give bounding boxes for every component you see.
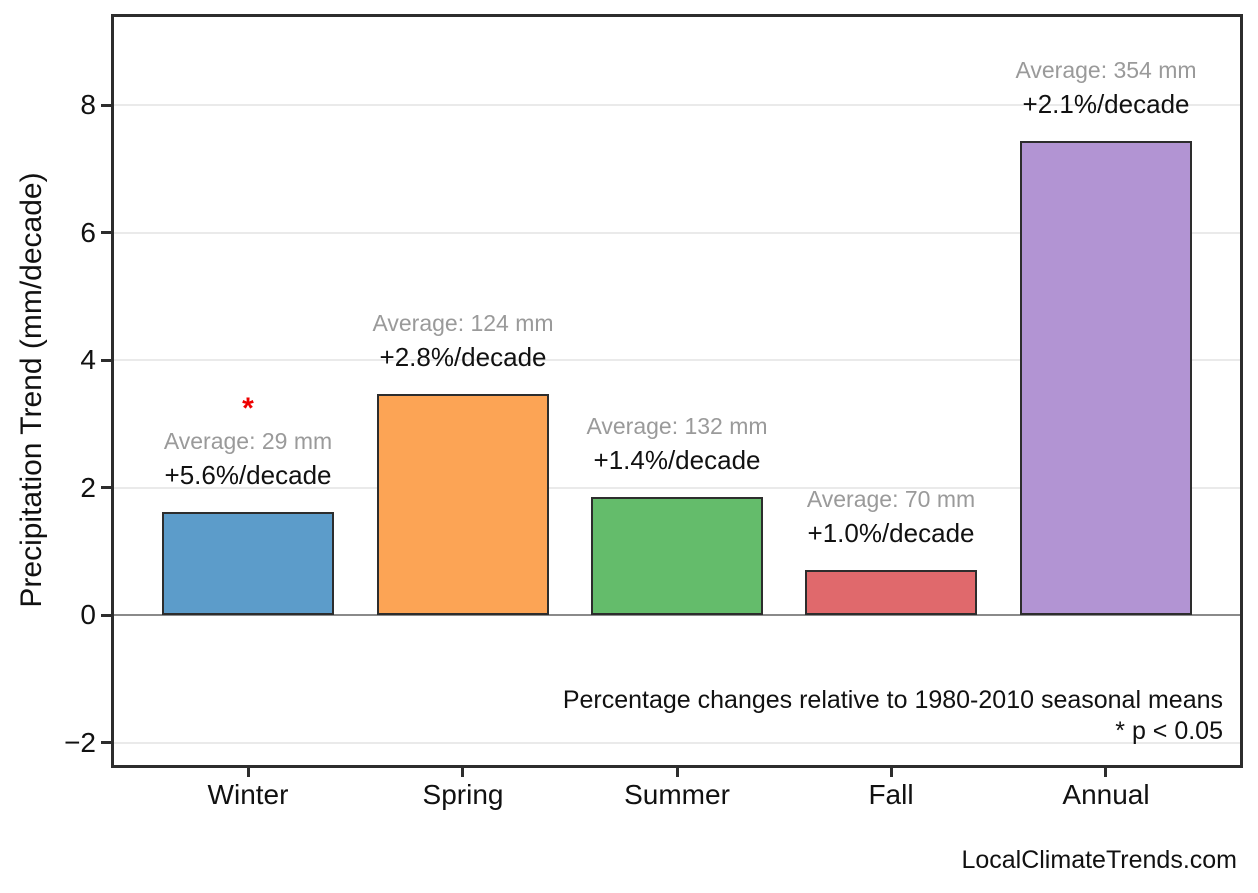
- average-label-winter: Average: 29 mm: [163, 428, 333, 454]
- annotation-summer: Average: 132 mm +1.4%/decade: [507, 409, 847, 477]
- y-tick-label-0: 0: [80, 599, 96, 630]
- note-percentage-baseline: Percentage changes relative to 1980-2010…: [562, 686, 1223, 714]
- average-label-fall: Average: 70 mm: [806, 486, 976, 512]
- annotation-winter: * Average: 29 mm +5.6%/decade: [78, 394, 418, 492]
- y-tick-mark-2: [101, 486, 111, 489]
- note-significance-legend: * p < 0.05: [1115, 717, 1223, 745]
- bar-spring: [377, 394, 549, 615]
- x-tick-label-summer: Summer: [624, 779, 730, 810]
- x-tick-label-spring: Spring: [422, 779, 504, 810]
- gridline--2: [114, 741, 1240, 744]
- zero-gridline: [114, 614, 1240, 617]
- annotation-spring: Average: 124 mm +2.8%/decade: [293, 306, 633, 374]
- average-label-summer: Average: 132 mm: [586, 413, 768, 439]
- x-tick-mark-fall: [890, 768, 893, 777]
- y-tick-label-6: 6: [80, 217, 96, 248]
- bar-annual: [1020, 141, 1192, 615]
- annotation-annual: Average: 354 mm +2.1%/decade: [936, 53, 1258, 121]
- bar-summer: [591, 497, 763, 615]
- trend-label-fall: +1.0%/decade: [807, 518, 975, 548]
- y-tick-label-2: 2: [80, 472, 96, 503]
- x-tick-label-annual: Annual: [1062, 779, 1150, 810]
- y-tick-mark--2: [101, 741, 111, 744]
- significance-marker-winter: *: [242, 392, 254, 425]
- y-tick-label-8: 8: [80, 89, 96, 120]
- trend-label-summer: +1.4%/decade: [593, 445, 761, 475]
- trend-label-annual: +2.1%/decade: [1022, 89, 1190, 119]
- y-tick-mark-6: [101, 231, 111, 234]
- average-label-spring: Average: 124 mm: [372, 310, 554, 336]
- y-tick-mark-8: [101, 104, 111, 107]
- x-tick-mark-summer: [676, 768, 679, 777]
- watermark: LocalClimateTrends.com: [961, 846, 1237, 874]
- x-tick-mark-annual: [1104, 768, 1107, 777]
- trend-label-spring: +2.8%/decade: [379, 342, 547, 372]
- y-tick-mark-4: [101, 359, 111, 362]
- y-tick-label--2: −2: [64, 727, 96, 758]
- x-tick-label-winter: Winter: [207, 779, 289, 810]
- trend-label-winter: +5.6%/decade: [164, 460, 332, 490]
- bar-winter: [162, 512, 334, 615]
- gridline-4: [114, 359, 1240, 362]
- gridline-8: [114, 104, 1240, 107]
- x-tick-label-fall: Fall: [868, 779, 914, 810]
- gridline-2: [114, 486, 1240, 489]
- gridline-6: [114, 231, 1240, 234]
- x-tick-mark-winter: [247, 768, 250, 777]
- average-label-annual: Average: 354 mm: [1015, 57, 1197, 83]
- y-tick-mark-0: [101, 614, 111, 617]
- chart-notes: Percentage changes relative to 1980-2010…: [563, 685, 1223, 747]
- annotation-fall: Average: 70 mm +1.0%/decade: [721, 482, 1061, 550]
- y-tick-label-4: 4: [80, 344, 96, 375]
- x-tick-mark-spring: [461, 768, 464, 777]
- bar-fall: [805, 570, 977, 615]
